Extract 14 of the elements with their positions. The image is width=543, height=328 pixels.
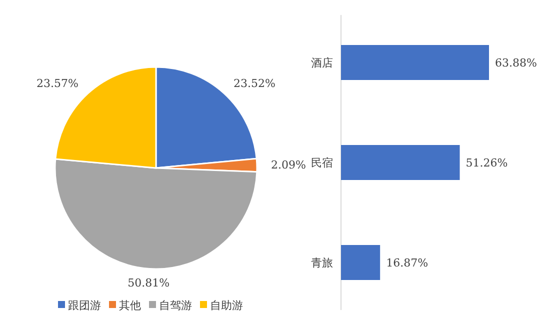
legend-label: 自助游 [210, 298, 243, 312]
data-label: 63.88% [495, 56, 537, 70]
data-label: 16.87% [386, 256, 428, 270]
legend-label: 自驾游 [159, 298, 192, 312]
data-label: 23.52% [233, 76, 276, 90]
y-tick-label: 酒店 [311, 56, 333, 70]
y-tick-label: 青旅 [311, 256, 333, 270]
data-label: 50.81% [128, 276, 170, 290]
legend-label: 跟团游 [68, 298, 101, 312]
data-label: 51.26% [466, 156, 508, 170]
legend-label: 其他 [119, 298, 141, 312]
y-tick-label: 民宿 [311, 156, 333, 170]
data-label: 23.57% [36, 76, 78, 90]
data-label: 2.09% [270, 158, 306, 172]
